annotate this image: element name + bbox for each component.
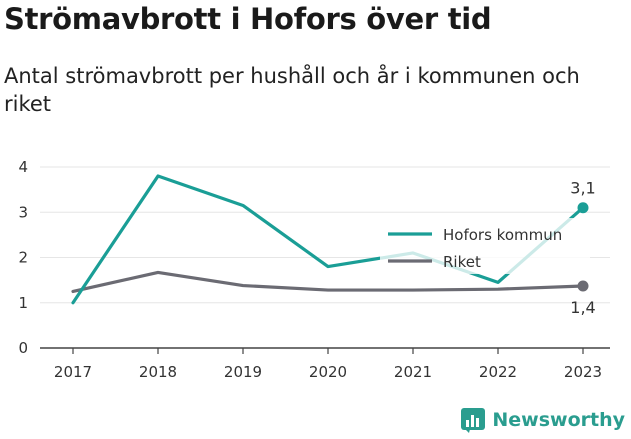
y-tick-label: 0 — [18, 339, 28, 357]
end-value-label: 1,4 — [570, 298, 595, 317]
x-tick-label: 2019 — [224, 363, 262, 381]
y-tick-label: 4 — [18, 158, 28, 176]
brand: Newsworthy — [460, 407, 625, 433]
x-tick-label: 2018 — [139, 363, 177, 381]
x-tick-label: 2017 — [54, 363, 92, 381]
newsworthy-logo-icon — [461, 408, 486, 433]
y-tick-label: 1 — [18, 294, 28, 312]
y-axis-ticks: 0 1 2 3 4 — [18, 158, 28, 357]
legend-label: Riket — [443, 253, 481, 271]
x-tick-label: 2022 — [479, 363, 517, 381]
series-lines — [71, 174, 585, 305]
y-tick-label: 3 — [18, 203, 28, 221]
legend-background — [380, 218, 590, 274]
chart-subtitle: Antal strömavbrott per hushåll och år i … — [4, 64, 580, 116]
end-point-marker — [577, 202, 589, 214]
end-point-marker — [577, 280, 589, 292]
end-labels: 3,1 1,4 — [570, 179, 595, 317]
legend-label: Hofors kommun — [443, 226, 562, 244]
end-value-label: 3,1 — [570, 179, 595, 198]
series-line-hofors — [71, 174, 585, 305]
x-tick-label: 2020 — [309, 363, 347, 381]
legend: Hofors kommun Riket — [380, 218, 590, 274]
x-axis-ticks: 2017 2018 2019 2020 2021 2022 2023 — [54, 348, 602, 381]
y-tick-label: 2 — [18, 249, 28, 267]
series-line-riket — [71, 270, 585, 294]
brand-name: Newsworthy — [492, 409, 625, 431]
x-tick-label: 2021 — [394, 363, 432, 381]
chart-title: Strömavbrott i Hofors över tid — [4, 2, 492, 36]
x-tick-label: 2023 — [564, 363, 602, 381]
